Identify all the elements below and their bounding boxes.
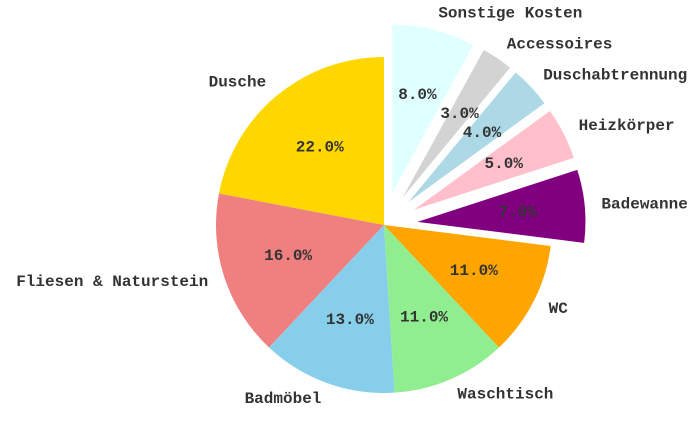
pie-category-label: Dusche [209, 74, 267, 92]
pie-percent-label: 13.0% [326, 311, 374, 329]
pie-slice-wc [384, 225, 551, 348]
pie-percent-label: 7.0% [499, 203, 538, 221]
pie-percent-label: 11.0% [400, 309, 448, 327]
percent-labels-layer: 22.0% 16.0% 13.0% 11.0% 11.0% 7.0% 5.0% 4.0%3.0… [264, 86, 537, 329]
pie-slice-waschtisch [384, 225, 500, 393]
pie-slice-heizkörper [413, 110, 574, 210]
pie-category-label: WC [549, 300, 569, 318]
pie-percent-label: 4.0% [463, 124, 502, 142]
pie-slice-dusche [218, 57, 384, 225]
slices-layer [215, 24, 586, 393]
pie-category-label: Accessoires [507, 35, 613, 53]
pie-percent-label: 16.0% [264, 247, 312, 265]
pie-category-label: Badewanne [601, 195, 687, 213]
pie-percent-label: 8.0% [398, 86, 437, 104]
category-labels-layer: Dusche Fliesen & Naturstein Badmöbel Wascht… [16, 4, 688, 407]
pie-category-label: Badmöbel [245, 390, 322, 408]
pie-category-label: Heizkörper [579, 117, 675, 135]
pie-slice-badmöbel [268, 225, 395, 393]
pie-slice-accessoires [402, 49, 510, 198]
pie-slice-sonstige-kosten [392, 24, 474, 193]
pie-slice-duschabtrennung [408, 72, 545, 202]
pie-percent-label: 3.0% [440, 105, 479, 123]
pie-slice-badewanne [417, 169, 586, 243]
pie-slice-fliesen-naturstein [215, 193, 384, 348]
pie-category-label: Waschtisch [457, 386, 553, 404]
pie-percent-label: 11.0% [450, 262, 498, 280]
pie-percent-label: 5.0% [485, 155, 524, 173]
pie-percent-label: 22.0% [296, 138, 344, 156]
pie-category-label: Fliesen & Naturstein [16, 273, 208, 291]
pie-category-label: Duschabtrennung [543, 66, 687, 84]
pie-category-label: Sonstige Kosten [438, 4, 582, 22]
